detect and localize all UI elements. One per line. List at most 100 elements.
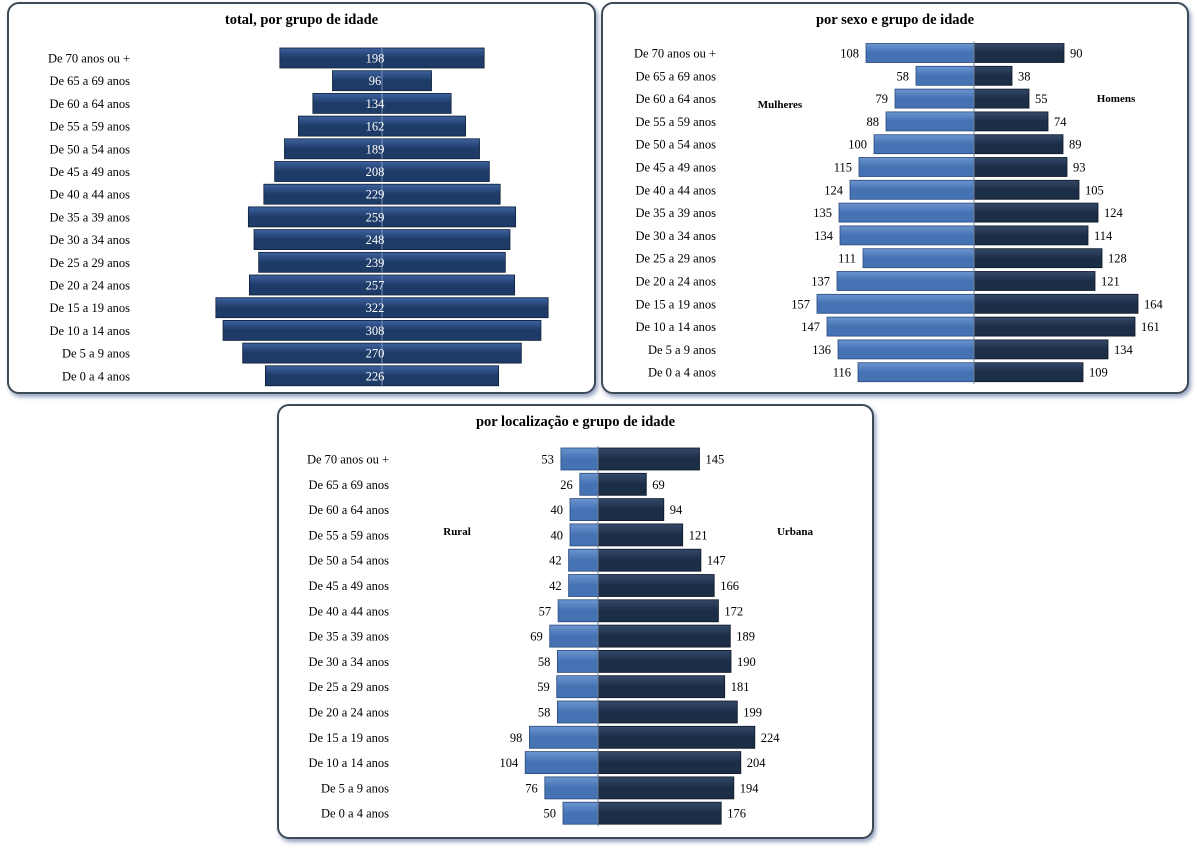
urbana-value-de-40-a-44-anos: 172 [724, 604, 743, 618]
rural-bar-de-0-a-4-anos [562, 801, 599, 825]
urbana-bar-de-50-a-54-anos [597, 548, 702, 572]
urbana-bar-de-25-a-29-anos [597, 675, 726, 699]
location-chart-title: por localização e grupo de idade [475, 414, 676, 430]
category-label-de-60-a-64-anos: De 60 a 64 anos [635, 92, 716, 106]
category-label-de-70-anos-ou: De 70 anos ou + [634, 47, 716, 61]
category-label-de-40-a-44-anos: De 40 a 44 anos [49, 188, 130, 202]
sex-chart-title: por sexo e grupo de idade [815, 12, 975, 28]
urbana-bar-de-45-a-49-anos [597, 574, 715, 597]
value-label-de-65-a-69-anos: 96 [369, 74, 382, 88]
urbana-value-de-50-a-54-anos: 147 [707, 554, 726, 568]
category-label-de-60-a-64-anos: De 60 a 64 anos [49, 97, 130, 111]
rural-bar-de-30-a-34-anos [556, 649, 599, 673]
urbana-bar-de-35-a-39-anos [597, 624, 731, 648]
urbana-value-de-5-a-9-anos: 194 [740, 781, 760, 795]
homens-bar-de-15-a-19-anos [973, 293, 1139, 314]
mulheres-bar-de-20-a-24-anos [836, 271, 975, 291]
value-label-de-35-a-39-anos: 259 [366, 210, 385, 224]
urbana-value-de-20-a-24-anos: 199 [743, 706, 762, 720]
category-label-de-0-a-4-anos: De 0 a 4 anos [321, 807, 389, 821]
urbana-bar-de-10-a-14-anos [597, 751, 742, 775]
urbana-bar-de-55-a-59-anos [597, 523, 684, 547]
location-chart-panel: por localização e grupo de idade De 70 a… [277, 404, 874, 839]
homens-value-de-60-a-64-anos: 55 [1035, 92, 1048, 106]
homens-bar-de-60-a-64-anos [973, 88, 1030, 109]
category-label-de-25-a-29-anos: De 25 a 29 anos [308, 680, 389, 694]
mulheres-value-de-50-a-54-anos: 100 [848, 138, 867, 152]
homens-bar-de-65-a-69-anos [973, 65, 1013, 86]
homens-bar-de-45-a-49-anos [973, 157, 1068, 177]
rural-bar-de-20-a-24-anos [556, 700, 599, 724]
homens-value-de-5-a-9-anos: 134 [1114, 343, 1134, 357]
mulheres-bar-de-25-a-29-anos [862, 248, 975, 269]
value-label-de-0-a-4-anos: 226 [366, 369, 385, 383]
homens-bar-de-40-a-44-anos [973, 179, 1080, 200]
urbana-value-de-55-a-59-anos: 121 [689, 528, 708, 542]
rural-value-de-10-a-14-anos: 104 [499, 756, 518, 770]
category-label-de-25-a-29-anos: De 25 a 29 anos [635, 252, 716, 266]
category-label-de-70-anos-ou: De 70 anos ou + [48, 52, 130, 66]
mulheres-bar-de-45-a-49-anos [858, 157, 975, 177]
mulheres-bar-de-40-a-44-anos [849, 179, 975, 200]
rural-series-label: Rural [443, 526, 471, 538]
category-label-de-50-a-54-anos: De 50 a 54 anos [308, 554, 389, 568]
mulheres-bar-de-55-a-59-anos [885, 111, 975, 132]
homens-value-de-50-a-54-anos: 89 [1069, 138, 1082, 152]
location-chart-svg: De 70 anos ou + 53 145 De 65 a 69 anos 26 69 D… [307, 446, 814, 827]
rural-bar-de-65-a-69-anos [579, 472, 599, 496]
homens-value-de-40-a-44-anos: 105 [1085, 183, 1104, 197]
value-label-de-5-a-9-anos: 270 [366, 347, 385, 361]
homens-bar-de-10-a-14-anos [973, 316, 1136, 337]
urbana-bar-de-30-a-34-anos [597, 649, 732, 673]
total-chart-title: total, por grupo de idade [224, 12, 379, 28]
category-label-de-0-a-4-anos: De 0 a 4 anos [62, 369, 130, 383]
urbana-value-de-15-a-19-anos: 224 [761, 731, 781, 745]
value-label-de-45-a-49-anos: 208 [366, 165, 385, 179]
urbana-bar-de-60-a-64-anos [597, 498, 665, 521]
mulheres-value-de-35-a-39-anos: 135 [813, 206, 832, 220]
category-label-de-45-a-49-anos: De 45 a 49 anos [635, 161, 716, 175]
mulheres-bar-de-10-a-14-anos [826, 316, 975, 337]
homens-value-de-70-anos-ou: 90 [1070, 47, 1083, 61]
mulheres-value-de-40-a-44-anos: 124 [824, 183, 844, 197]
category-label-de-65-a-69-anos: De 65 a 69 anos [635, 69, 716, 83]
rural-bar-de-40-a-44-anos [557, 599, 599, 623]
rural-value-de-0-a-4-anos: 50 [544, 807, 557, 821]
urbana-bar-de-5-a-9-anos [597, 776, 735, 800]
category-label-de-30-a-34-anos: De 30 a 34 anos [49, 233, 130, 247]
rural-value-de-65-a-69-anos: 26 [560, 478, 573, 492]
category-label-de-65-a-69-anos: De 65 a 69 anos [49, 74, 130, 88]
value-label-de-70-anos-ou: 198 [366, 52, 385, 66]
urbana-bar-de-40-a-44-anos [597, 599, 719, 623]
urbana-bar-de-65-a-69-anos [597, 472, 647, 496]
category-label-de-60-a-64-anos: De 60 a 64 anos [308, 503, 389, 517]
rural-bar-de-70-anos-ou [560, 447, 599, 471]
mulheres-value-de-25-a-29-anos: 111 [838, 252, 856, 266]
category-label-de-15-a-19-anos: De 15 a 19 anos [308, 731, 389, 745]
category-label-de-40-a-44-anos: De 40 a 44 anos [635, 183, 716, 197]
rural-value-de-35-a-39-anos: 69 [530, 630, 543, 644]
homens-value-de-35-a-39-anos: 124 [1104, 206, 1124, 220]
category-label-de-40-a-44-anos: De 40 a 44 anos [308, 604, 389, 618]
value-label-de-15-a-19-anos: 322 [366, 301, 385, 315]
urbana-value-de-30-a-34-anos: 190 [737, 655, 756, 669]
urbana-bar-de-20-a-24-anos [597, 700, 738, 724]
urbana-value-de-25-a-29-anos: 181 [731, 680, 750, 694]
category-label-de-25-a-29-anos: De 25 a 29 anos [49, 256, 130, 270]
category-label-de-45-a-49-anos: De 45 a 49 anos [49, 165, 130, 179]
rural-bar-de-35-a-39-anos [549, 624, 599, 648]
mulheres-value-de-0-a-4-anos: 116 [833, 366, 851, 380]
homens-bar-de-30-a-34-anos [973, 225, 1089, 246]
homens-value-de-45-a-49-anos: 93 [1073, 161, 1086, 175]
mulheres-series-label: Mulheres [758, 99, 803, 111]
mulheres-value-de-65-a-69-anos: 58 [897, 69, 910, 83]
mulheres-value-de-55-a-59-anos: 88 [867, 115, 880, 129]
homens-value-de-25-a-29-anos: 128 [1108, 252, 1127, 266]
urbana-series-label: Urbana [777, 526, 814, 538]
rural-value-de-50-a-54-anos: 42 [549, 554, 562, 568]
mulheres-bar-de-30-a-34-anos [839, 225, 975, 246]
mulheres-value-de-20-a-24-anos: 137 [811, 275, 830, 289]
category-label-de-50-a-54-anos: De 50 a 54 anos [635, 138, 716, 152]
homens-bar-de-55-a-59-anos [973, 111, 1049, 132]
mulheres-bar-de-0-a-4-anos [857, 362, 975, 383]
